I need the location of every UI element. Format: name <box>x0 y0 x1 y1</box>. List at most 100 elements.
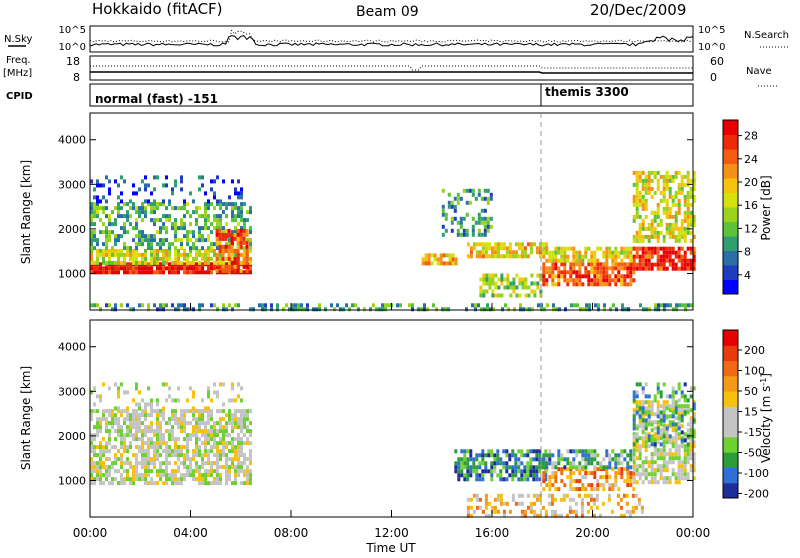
heatmap-cell <box>96 202 99 207</box>
heatmap-cell <box>102 230 105 235</box>
heatmap-cell <box>632 487 636 492</box>
heatmap-cell <box>147 183 150 188</box>
heatmap-cell <box>224 236 228 241</box>
heatmap-cell <box>554 282 558 287</box>
heatmap-cell <box>469 513 473 518</box>
heatmap-cell <box>219 441 222 446</box>
heatmap-cell <box>129 417 132 422</box>
heatmap-cell <box>656 230 660 235</box>
heatmap-cell <box>219 202 222 207</box>
heatmap-cell <box>512 285 516 290</box>
heatmap-cell <box>472 461 476 466</box>
heatmap-cell <box>653 250 657 255</box>
heatmap-cell <box>632 398 636 403</box>
heatmap-cell <box>662 440 666 445</box>
heatmap-cell <box>632 418 636 423</box>
heatmap-cell <box>502 465 506 470</box>
heatmap-cell <box>671 398 675 403</box>
heatmap-cell <box>174 270 177 275</box>
heatmap-cell <box>120 433 123 438</box>
heatmap-cell <box>485 277 489 282</box>
heatmap-cell <box>120 382 123 387</box>
heatmap-cell <box>671 230 675 235</box>
heatmap-cell <box>484 461 488 466</box>
heatmap-cell <box>559 497 563 502</box>
heatmap-cell <box>216 461 219 466</box>
heatmap-cell <box>96 409 99 414</box>
heatmap-cell <box>102 252 105 257</box>
heatmap-cell <box>500 293 504 298</box>
heatmap-cell <box>90 390 93 395</box>
heatmap-cell <box>114 206 117 211</box>
heatmap-cell <box>224 244 228 249</box>
heatmap-cell <box>306 303 309 308</box>
heatmap-cell <box>204 238 207 243</box>
heatmap-cell <box>689 230 693 235</box>
heatmap-cell <box>96 421 99 426</box>
heatmap-cell <box>213 252 216 257</box>
heatmap-cell <box>123 477 126 482</box>
heatmap-cell <box>183 199 186 204</box>
heatmap-cell <box>162 473 165 478</box>
heatmap-cell <box>632 408 636 413</box>
heatmap-cell <box>487 449 491 454</box>
heatmap-cell <box>123 266 126 271</box>
heatmap-cell <box>674 406 678 411</box>
heatmap-cell <box>595 497 599 502</box>
heatmap-cell <box>456 232 460 237</box>
heatmap-cell <box>207 413 210 418</box>
heatmap-cell <box>192 210 195 215</box>
heatmap-cell <box>494 281 498 286</box>
heatmap-cell <box>129 413 132 418</box>
heatmap-cell <box>213 226 216 231</box>
heatmap-cell <box>602 483 606 488</box>
heatmap-cell <box>496 449 500 454</box>
heatmap-cell <box>554 479 558 484</box>
heatmap-cell <box>463 477 467 482</box>
heatmap-cell <box>195 437 198 442</box>
heatmap-cell <box>548 274 552 279</box>
heatmap-cell <box>240 187 243 192</box>
heatmap-cell <box>629 274 633 279</box>
heatmap-cell <box>526 477 530 482</box>
heatmap-cell <box>141 465 144 470</box>
heatmap-cell <box>484 250 488 255</box>
heatmap-cell <box>237 394 240 399</box>
heatmap-cell <box>617 471 621 476</box>
heatmap-cell <box>129 429 132 434</box>
heatmap-cell <box>174 421 177 426</box>
heatmap-cell <box>611 250 615 255</box>
heatmap-cell <box>637 497 641 502</box>
heatmap-cell <box>621 303 624 308</box>
colorbar-swatch <box>723 207 738 222</box>
heatmap-cell <box>596 266 600 271</box>
colorbar-tick-label: -100 <box>744 467 769 480</box>
heatmap-cell <box>551 258 555 263</box>
heatmap-cell <box>108 473 111 478</box>
colorbar-swatch <box>723 265 738 280</box>
heatmap-cell <box>478 461 482 466</box>
heatmap-cell <box>586 493 590 498</box>
heatmap-cell <box>339 307 342 312</box>
heatmap-cell <box>650 246 654 251</box>
heatmap-cell <box>529 246 533 251</box>
heatmap-cell <box>692 476 696 481</box>
heatmap-cell <box>483 228 487 233</box>
heatmap-cell <box>692 254 696 259</box>
heatmap-cell <box>566 254 570 259</box>
heatmap-cell <box>207 433 210 438</box>
heatmap-cell <box>246 218 249 223</box>
heatmap-cell <box>243 248 246 253</box>
x-axis-label: Time UT <box>365 541 416 554</box>
heatmap-cell <box>192 394 195 399</box>
heatmap-cell <box>506 285 510 290</box>
heatmap-cell <box>617 487 621 492</box>
heatmap-cell <box>105 409 108 414</box>
colorbar-swatch <box>723 192 738 208</box>
heatmap-cell <box>171 409 174 414</box>
heatmap-cell <box>135 218 138 223</box>
heatmap-cell <box>662 266 666 271</box>
heatmap-cell <box>650 404 654 409</box>
heatmap-cell <box>245 268 249 273</box>
x-tick-label: 20:00 <box>575 526 610 540</box>
